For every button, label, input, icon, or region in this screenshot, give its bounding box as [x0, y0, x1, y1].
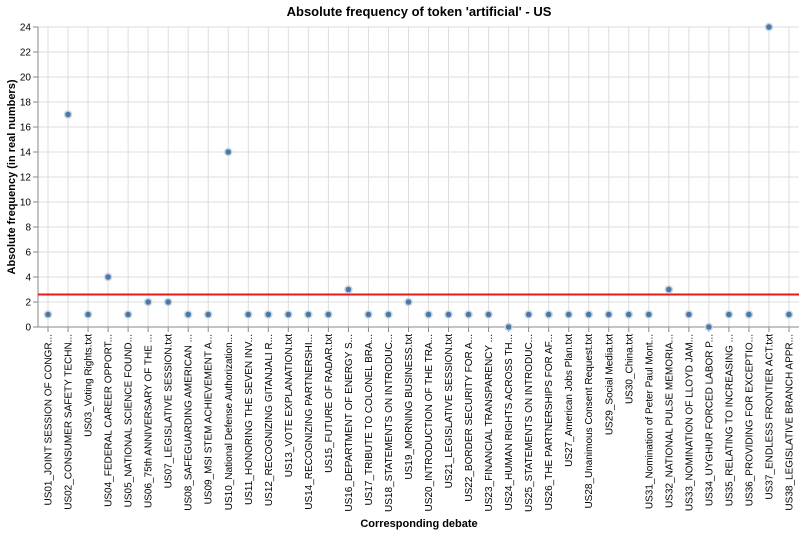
data-point: [704, 322, 714, 332]
data-point: [444, 310, 453, 319]
x-tick-label: US36_PROVIDING FOR EXCEPTIO...: [744, 334, 755, 506]
y-tick-label: 4: [25, 273, 31, 284]
y-tick-label: 16: [20, 123, 32, 134]
x-tick-label: US30_China.txt: [624, 334, 635, 404]
data-point: [784, 310, 794, 319]
y-tick-label: 12: [20, 173, 32, 184]
x-tick-label: US08_SAFEGUARDING AMERICAN ...: [184, 334, 195, 511]
x-tick-label: US38_LEGISLATIVE BRANCH APPR...: [784, 334, 795, 511]
y-tick-label: 20: [20, 73, 32, 84]
x-tick-label: US37_ENDLESS FRONTIER ACT.txt: [764, 334, 775, 500]
data-point: [344, 285, 353, 294]
data-point: [103, 272, 113, 282]
x-axis-title: Corresponding debate: [360, 518, 477, 530]
data-point: [664, 285, 674, 294]
data-point: [203, 310, 213, 319]
y-tick-label: 24: [20, 23, 32, 34]
data-point: [123, 310, 133, 319]
data-point: [324, 310, 333, 319]
x-tick-label: US10_National Defense Authorization...: [224, 334, 235, 510]
y-tick-label: 18: [20, 98, 32, 109]
x-tick-label: US31_Nomination of Peter Paul Mont...: [644, 334, 655, 509]
y-tick-label: 0: [25, 323, 31, 334]
x-tick-label: US26_THE PARTNERSHIPS FOR AF...: [544, 334, 555, 510]
data-point: [224, 147, 233, 157]
y-tick-label: 6: [25, 248, 31, 259]
data-point: [684, 310, 694, 319]
y-tick-label: 22: [20, 48, 32, 59]
data-point: [63, 110, 73, 119]
data-point: [424, 310, 433, 319]
x-tick-label: US09_MSI STEM ACHIEVEMENT A...: [204, 334, 215, 504]
data-point: [544, 310, 553, 319]
x-tick-label: US15_FUTURE OF RADAR.txt: [324, 334, 335, 473]
x-tick-label: US04_FEDERAL CAREER OPPORT...: [104, 334, 115, 507]
data-point: [43, 310, 53, 319]
x-axis: US01_JOINT SESSION OF CONGR... US02_CONSU…: [38, 326, 799, 512]
x-tick-label: US20_INTRODUCTION OF THE TRA...: [424, 334, 435, 511]
data-points: [43, 22, 794, 332]
data-point: [464, 310, 473, 319]
x-tick-label: US34_UYGHUR FORCED LABOR P...: [704, 334, 715, 506]
data-point: [644, 310, 654, 319]
x-tick-label: US21_LEGISLATIVE SESSION.txt: [444, 334, 455, 489]
x-tick-label: US19_MORNING BUSINESS.txt: [404, 334, 415, 480]
x-tick-label: US17_TRIBUTE TO COLONEL BRA...: [364, 334, 375, 506]
data-point: [284, 310, 293, 319]
x-tick-label: US28_Unanimous Consent Request.txt: [584, 334, 595, 509]
data-point: [364, 310, 373, 319]
x-tick-label: US07_LEGISLATIVE SESSION.txt: [164, 334, 175, 489]
chart-title: Absolute frequency of token 'artificial'…: [287, 4, 552, 19]
y-tick-label: 14: [20, 148, 32, 159]
x-tick-label: US32_NATIONAL PULSE MEMORIA...: [664, 334, 675, 508]
x-tick-label: US24_HUMAN RIGHTS ACROSS TH...: [504, 334, 515, 511]
y-tick-label: 10: [20, 198, 32, 209]
x-tick-label: US27_American Jobs Plan.txt: [564, 334, 575, 467]
x-tick-label: US01_JOINT SESSION OF CONGR...: [44, 334, 55, 506]
x-tick-label: US06_75th ANNIVERSARY OF THE ...: [144, 334, 155, 508]
data-point: [484, 310, 493, 319]
x-tick-label: US11_HONORING THE SEVEN INV...: [244, 334, 255, 505]
x-tick-label: US23_FINANCIAL TRANSPARENCY ...: [484, 334, 495, 511]
x-tick-label: US02_CONSUMER SAFETY TECHN...: [64, 334, 75, 510]
data-point: [143, 297, 153, 307]
x-tick-label: US05_NATIONAL SCIENCE FOUND...: [124, 334, 135, 507]
grid-lines: [38, 26, 799, 328]
data-point: [384, 310, 393, 319]
data-point: [183, 310, 193, 319]
x-tick-label: US12_RECOGNIZING GITANJALI R...: [264, 334, 275, 506]
x-tick-label: US33_NOMINATION OF LLOYD JAM...: [684, 334, 695, 511]
data-point: [744, 310, 754, 319]
x-tick-label: US14_RECOGNIZING PARTNERSHI...: [304, 334, 315, 510]
data-point: [624, 310, 634, 319]
y-tick-label: 8: [25, 223, 31, 234]
y-axis-title: Absolute frequency (in real numbers): [6, 79, 18, 274]
data-point: [584, 310, 593, 319]
x-tick-label: US29_Social Media.txt: [604, 334, 615, 435]
x-tick-label: US25_STATEMENTS ON INTRODUC...: [524, 334, 535, 512]
data-point: [764, 22, 774, 32]
data-point: [404, 297, 413, 307]
x-tick-label: US03_Voting Rights.txt: [84, 334, 95, 437]
data-point: [564, 310, 573, 319]
data-point: [724, 310, 734, 319]
data-point: [264, 310, 273, 319]
data-point: [83, 310, 93, 319]
data-point: [244, 310, 253, 319]
data-point: [524, 310, 533, 319]
x-tick-label: US18_STATEMENTS ON INTRODUC...: [384, 334, 395, 512]
y-tick-label: 2: [25, 298, 31, 309]
x-tick-label: US22_BORDER SECURITY FOR A...: [464, 334, 475, 502]
x-tick-label: US13_VOTE EXPLANATION.txt: [284, 334, 295, 477]
x-tick-label: US35_RELATING TO INCREASING ...: [724, 334, 735, 506]
data-point: [604, 310, 613, 319]
x-tick-label: US16_DEPARTMENT OF ENERGY S...: [344, 334, 355, 512]
data-point: [163, 297, 173, 307]
data-point: [504, 322, 513, 332]
data-point: [304, 310, 313, 319]
